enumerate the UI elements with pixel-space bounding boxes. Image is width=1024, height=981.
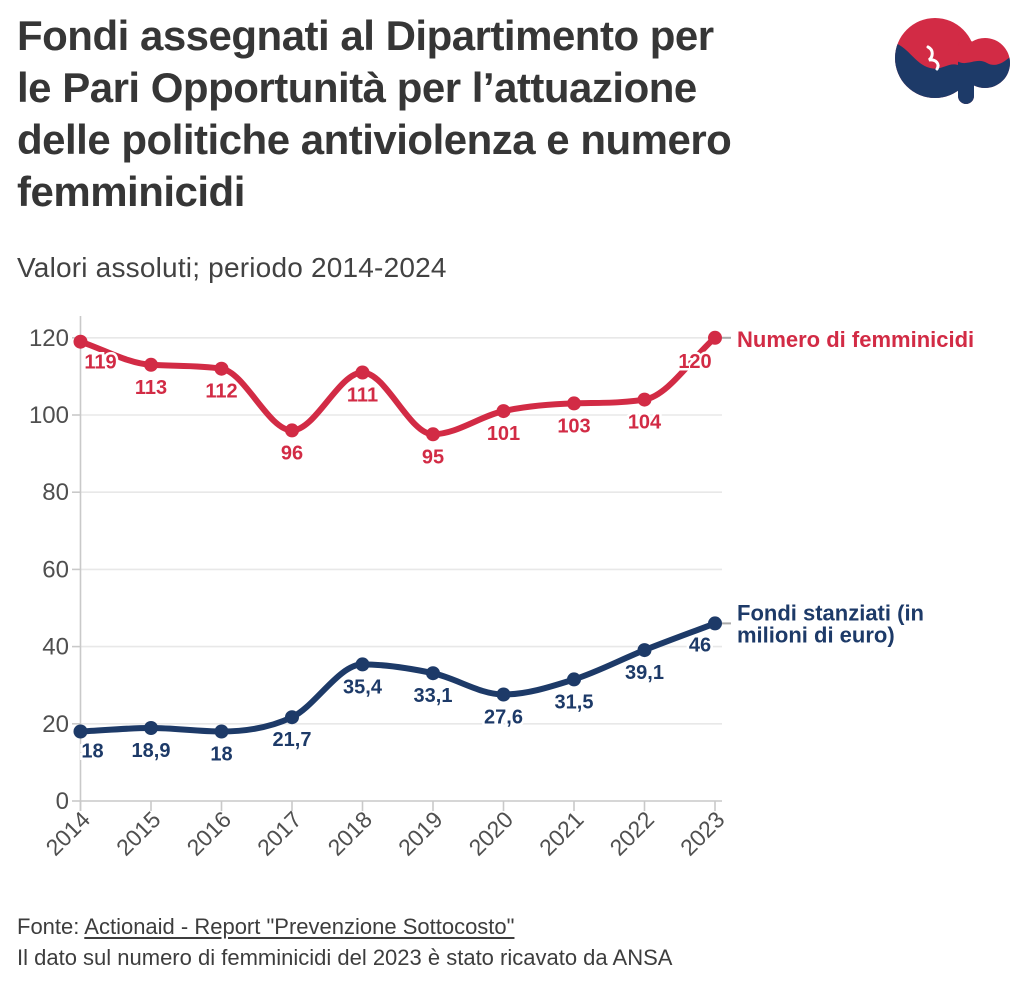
data-point-fondi[interactable] — [708, 616, 722, 631]
x-tick-label-2017: 2017 — [252, 806, 307, 861]
page-title-line-2: le Pari Opportunità per l’attuazione — [17, 64, 697, 111]
page-title: Fondi assegnati al Dipartimento per le P… — [17, 10, 732, 218]
page-title-line-1: Fondi assegnati al Dipartimento per — [17, 12, 714, 59]
data-label-femminicidi: 119 — [84, 352, 116, 374]
data-label-femminicidi: 104 — [628, 412, 662, 434]
data-point-fondi[interactable] — [637, 643, 652, 658]
x-tick-label-2015: 2015 — [111, 806, 166, 861]
page-title-line-4: femminicidi — [17, 168, 245, 215]
data-point-fondi[interactable] — [426, 666, 440, 681]
data-point-fondi[interactable] — [73, 724, 88, 739]
data-point-femminicidi[interactable] — [355, 365, 370, 380]
series-line-femminicidi — [77, 334, 718, 438]
data-label-fondi: 18 — [210, 744, 232, 766]
data-point-femminicidi[interactable] — [214, 361, 229, 376]
data-point-fondi[interactable] — [285, 710, 299, 725]
data-label-fondi: 27,6 — [484, 707, 523, 729]
data-label-femminicidi: 103 — [557, 415, 590, 437]
page-title-line-3: delle politiche antiviolenza e numero — [17, 116, 732, 163]
data-point-femminicidi[interactable] — [285, 423, 299, 438]
y-tick-label: 80 — [42, 479, 69, 506]
data-label-fondi: 21,7 — [273, 729, 312, 751]
source-line: Fonte: Actionaid - Report "Prevenzione S… — [17, 911, 672, 942]
y-tick-label: 60 — [42, 556, 69, 583]
x-tick-label-2016: 2016 — [181, 806, 236, 861]
data-point-femminicidi[interactable] — [73, 334, 88, 349]
data-point-femminicidi[interactable] — [708, 330, 722, 345]
data-label-femminicidi: 113 — [135, 377, 167, 399]
data-label-fondi: 31,5 — [555, 691, 594, 713]
y-tick-label: 40 — [42, 634, 69, 661]
data-label-femminicidi: 112 — [205, 381, 237, 403]
data-point-fondi[interactable] — [355, 657, 370, 672]
chart-header: Fondi assegnati al Dipartimento per le P… — [17, 10, 732, 218]
data-label-fondi: 39,1 — [625, 662, 664, 684]
data-point-fondi[interactable] — [496, 687, 511, 702]
chart-footer: Fonte: Actionaid - Report "Prevenzione S… — [17, 911, 672, 973]
y-tick-label: 120 — [29, 325, 69, 352]
openpolis-logo — [895, 18, 1010, 104]
data-point-fondi[interactable] — [144, 721, 158, 735]
source-prefix: Fonte: — [17, 914, 85, 939]
data-point-fondi[interactable] — [214, 724, 229, 739]
chart-subtitle: Valori assoluti; periodo 2014-2024 — [17, 252, 447, 283]
data-point-femminicidi[interactable] — [426, 427, 440, 442]
data-label-femminicidi: 95 — [422, 446, 444, 468]
data-point-fondi[interactable] — [567, 672, 581, 687]
x-tick-label-2014: 2014 — [40, 806, 95, 861]
x-tick-label-2019: 2019 — [393, 806, 448, 861]
legend-label-fondi-line-1: Fondi stanziati (in — [737, 600, 924, 625]
x-tick-label-2020: 2020 — [463, 806, 518, 861]
data-label-femminicidi: 111 — [347, 385, 378, 407]
x-tick-label-2021: 2021 — [534, 806, 589, 861]
source-note: Il dato sul numero di femminicidi del 20… — [17, 945, 673, 970]
y-tick-label: 20 — [42, 711, 69, 738]
data-label-fondi: 33,1 — [414, 685, 453, 707]
data-label-fondi: 35,4 — [343, 676, 383, 698]
legend-label-femminicidi: Numero di femminicidi — [737, 327, 974, 352]
data-label-fondi: 18 — [81, 741, 103, 763]
data-point-femminicidi[interactable] — [144, 357, 158, 372]
data-point-femminicidi[interactable] — [567, 396, 581, 411]
legend-label-fondi-line-2: milioni di euro) — [737, 622, 895, 647]
x-tick-label-2022: 2022 — [604, 806, 659, 861]
data-point-femminicidi[interactable] — [496, 404, 511, 419]
source-link[interactable]: Actionaid - Report "Prevenzione Sottocos… — [84, 914, 515, 939]
y-tick-label: 100 — [29, 402, 69, 429]
data-label-femminicidi: 120 — [678, 351, 711, 373]
data-point-femminicidi[interactable] — [637, 392, 652, 407]
data-label-femminicidi: 101 — [487, 423, 520, 445]
y-tick-label: 0 — [56, 788, 69, 815]
data-label-femminicidi: 96 — [281, 442, 303, 464]
data-label-fondi: 18,9 — [132, 740, 171, 762]
x-tick-label-2018: 2018 — [322, 806, 377, 861]
data-label-fondi: 46 — [689, 634, 711, 656]
x-tick-label-2023: 2023 — [675, 806, 730, 861]
series-line-fondi — [77, 620, 718, 735]
